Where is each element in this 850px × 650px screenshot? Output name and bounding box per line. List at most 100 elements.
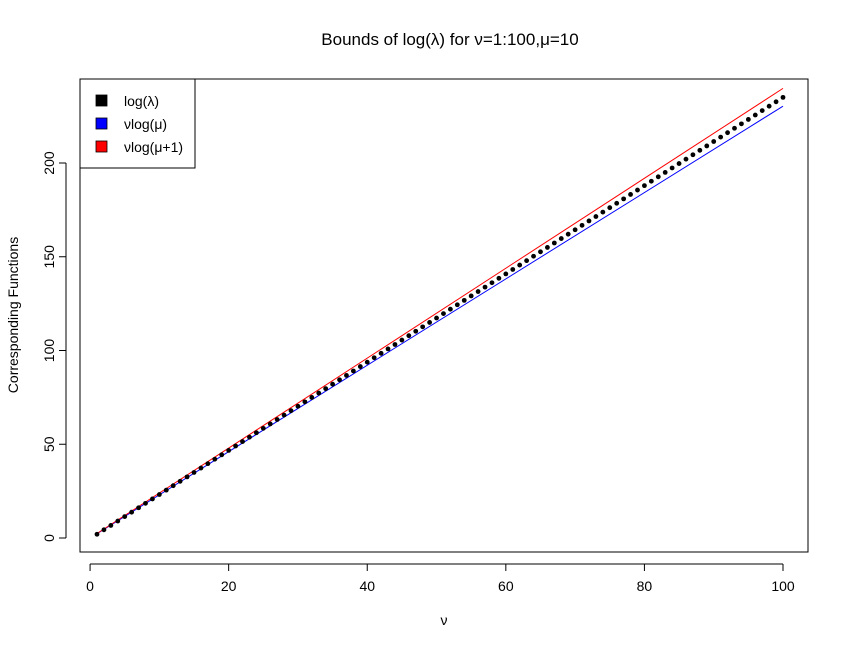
data-point xyxy=(482,284,488,290)
data-point xyxy=(614,200,620,206)
data-point xyxy=(531,253,536,259)
y-axis: 0 50 100 150 200 xyxy=(41,151,67,542)
legend-swatch-nu-log-mu-plus-1 xyxy=(95,140,108,153)
data-point xyxy=(648,178,654,184)
legend-swatch-log-lambda xyxy=(95,94,108,107)
data-point xyxy=(101,527,107,533)
data-point xyxy=(441,311,446,317)
data-point xyxy=(725,130,730,136)
data-point xyxy=(288,408,294,414)
data-point xyxy=(642,183,647,189)
data-point xyxy=(350,368,356,374)
data-point xyxy=(212,456,218,462)
legend-label-nu-log-mu: νlog(μ) xyxy=(124,116,167,132)
x-tick-label: 40 xyxy=(359,578,375,594)
data-point xyxy=(773,99,779,105)
series-line-nu-log-mu-plus-1 xyxy=(96,87,784,534)
data-point xyxy=(510,267,516,272)
x-tick-label: 100 xyxy=(771,578,795,594)
data-point xyxy=(690,152,696,158)
y-tick-label: 0 xyxy=(41,534,57,542)
data-point xyxy=(385,346,391,352)
data-point xyxy=(427,320,433,325)
data-point xyxy=(468,293,474,299)
y-tick-label: 100 xyxy=(41,339,57,363)
data-point xyxy=(572,227,578,233)
data-point xyxy=(420,324,426,330)
data-point xyxy=(454,302,460,308)
y-axis-label: Corresponding Functions xyxy=(5,237,21,393)
data-point xyxy=(226,448,232,453)
legend-swatch-nu-log-mu xyxy=(95,117,108,130)
data-point xyxy=(676,161,682,166)
data-point xyxy=(565,231,571,237)
data-point xyxy=(177,478,183,484)
data-point xyxy=(205,461,211,467)
data-point xyxy=(247,434,252,440)
data-point xyxy=(489,280,495,286)
data-point xyxy=(607,205,613,211)
data-point xyxy=(357,364,363,369)
data-point xyxy=(711,139,717,144)
data-point xyxy=(447,306,453,312)
y-tick-label: 50 xyxy=(41,436,57,452)
data-point xyxy=(718,134,724,140)
data-point xyxy=(635,187,640,193)
data-point xyxy=(94,531,100,537)
data-point xyxy=(759,108,765,114)
data-point xyxy=(302,399,308,405)
data-point xyxy=(406,333,412,339)
data-point xyxy=(745,117,751,122)
data-point xyxy=(503,271,509,277)
data-point xyxy=(413,328,419,334)
x-axis-label: ν xyxy=(441,612,448,628)
plot-frame xyxy=(79,78,809,553)
data-point xyxy=(233,443,238,449)
data-point xyxy=(281,412,287,418)
data-point xyxy=(434,315,439,321)
data-point xyxy=(184,474,190,480)
data-point xyxy=(260,425,266,431)
data-point xyxy=(274,417,280,422)
data-point xyxy=(475,289,481,294)
data-point xyxy=(170,483,176,489)
data-point xyxy=(330,381,335,387)
data-point xyxy=(545,245,550,250)
data-point xyxy=(628,192,633,197)
data-point xyxy=(600,209,606,215)
data-point xyxy=(198,465,204,471)
data-point xyxy=(240,439,245,444)
data-point xyxy=(662,169,668,175)
data-point xyxy=(267,421,273,427)
x-tick-label: 60 xyxy=(498,578,514,594)
x-tick-label: 80 xyxy=(637,578,653,594)
data-point xyxy=(344,372,349,378)
chart-title: Bounds of log(λ) for ν=1:100,μ=10 xyxy=(321,30,578,49)
data-point xyxy=(524,258,530,264)
series-line-nu-log-mu xyxy=(96,105,784,535)
data-point xyxy=(697,147,703,153)
data-point xyxy=(323,386,329,392)
x-tick-label: 20 xyxy=(221,578,237,594)
data-point xyxy=(517,262,523,268)
data-point xyxy=(295,403,301,409)
data-point xyxy=(655,174,661,180)
data-point xyxy=(129,509,135,515)
data-point xyxy=(219,452,225,458)
data-point xyxy=(364,359,370,365)
data-point xyxy=(378,350,384,356)
data-point xyxy=(309,395,315,400)
data-point xyxy=(538,249,543,255)
data-point xyxy=(156,492,162,497)
data-point xyxy=(551,240,557,246)
data-point xyxy=(704,143,710,149)
series-layer xyxy=(94,87,786,537)
y-tick-label: 150 xyxy=(41,245,57,269)
data-point xyxy=(399,337,405,343)
data-point xyxy=(621,196,627,202)
data-point xyxy=(683,156,689,162)
data-point xyxy=(461,297,467,303)
data-point xyxy=(337,377,342,383)
legend-label-log-lambda: log(λ) xyxy=(124,93,159,109)
data-point xyxy=(732,125,737,131)
